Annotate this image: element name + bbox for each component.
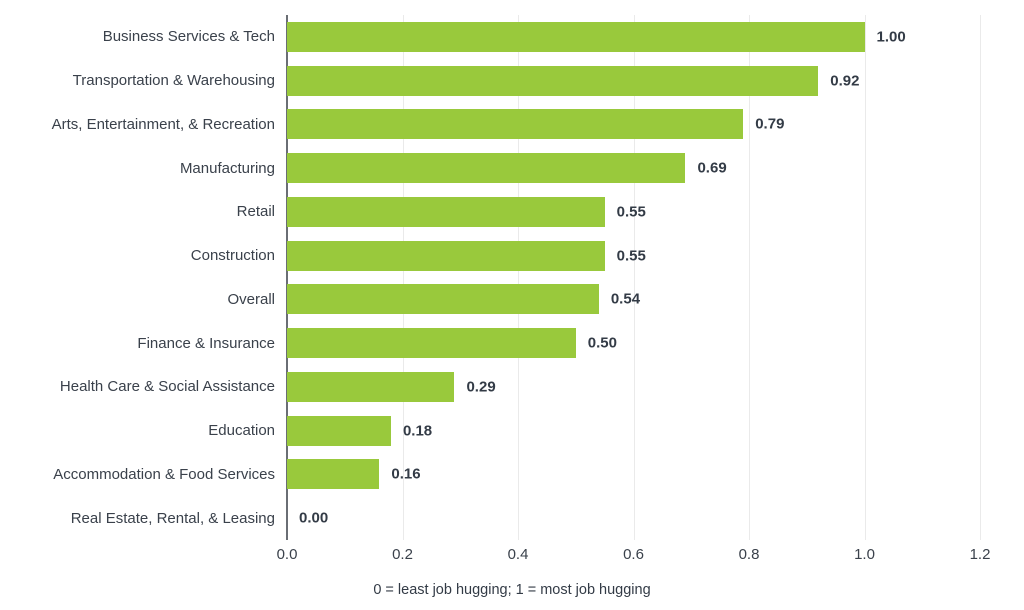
bar — [287, 65, 819, 96]
value-label: 0.50 — [587, 334, 617, 352]
category-label: Arts, Entertainment, & Recreation — [51, 115, 275, 133]
y-axis-line — [286, 15, 288, 540]
chart-row: Health Care & Social Assistance 0.29 — [0, 365, 1024, 409]
bar-track: 0.69 — [287, 153, 980, 184]
x-tick-label: 0.0 — [276, 546, 298, 563]
category-label: Transportation & Warehousing — [72, 72, 275, 90]
chart-row: Manufacturing 0.69 — [0, 146, 1024, 190]
x-tick-label: 0.8 — [738, 546, 760, 563]
x-tick-label: 0.2 — [392, 546, 413, 563]
x-tick-label: 1.0 — [854, 546, 875, 563]
category-label: Retail — [236, 203, 275, 221]
value-label: 0.00 — [299, 509, 329, 527]
bar — [287, 109, 744, 140]
chart-row: Business Services & Tech 1.00 — [0, 15, 1024, 59]
category-label: Accommodation & Food Services — [53, 465, 275, 483]
gridline — [633, 15, 635, 540]
bar — [287, 371, 455, 402]
chart-row: Arts, Entertainment, & Recreation 0.79 — [0, 103, 1024, 147]
bar-track: 0.54 — [287, 284, 980, 315]
bar — [287, 284, 599, 315]
category-label: Construction — [190, 247, 275, 265]
bar-track: 1.00 — [287, 21, 980, 52]
chart-row: Real Estate, Rental, & Leasing 0.00 — [0, 496, 1024, 540]
bar-track: 0.92 — [287, 65, 980, 96]
x-tick-label: 1.2 — [969, 546, 991, 563]
value-label: 1.00 — [876, 28, 906, 46]
plot-area — [286, 15, 981, 540]
category-label: Manufacturing — [179, 159, 275, 177]
bar-track: 0.79 — [287, 109, 980, 140]
gridline — [518, 15, 519, 540]
x-tick-label: 0.6 — [623, 546, 644, 563]
value-label: 0.18 — [402, 422, 433, 440]
chart-row: Construction 0.55 — [0, 234, 1024, 278]
category-label: Overall — [227, 290, 275, 308]
bar — [287, 240, 605, 271]
bar — [287, 196, 605, 227]
category-label: Health Care & Social Assistance — [59, 378, 275, 396]
bar-track: 0.18 — [287, 415, 980, 446]
bar — [287, 21, 865, 52]
gridline — [402, 15, 404, 540]
category-label: Real Estate, Rental, & Leasing — [70, 509, 275, 527]
x-tick-label: 0.4 — [507, 546, 529, 563]
x-axis-caption: 0 = least job hugging; 1 = most job hugg… — [373, 582, 651, 598]
value-label: 0.54 — [610, 290, 641, 308]
bar-track: 0.55 — [287, 196, 980, 227]
chart-row: Overall 0.54 — [0, 278, 1024, 322]
bar — [287, 153, 686, 184]
value-label: 0.79 — [755, 115, 785, 133]
chart-row: Retail 0.55 — [0, 190, 1024, 234]
value-label: 0.16 — [391, 465, 421, 483]
chart-row: Accommodation & Food Services 0.16 — [0, 453, 1024, 497]
value-label: 0.55 — [616, 247, 646, 265]
bar-track: 0.16 — [287, 459, 980, 490]
chart-row: Transportation & Warehousing 0.92 — [0, 59, 1024, 103]
bar — [287, 415, 391, 446]
bar-track: 0.50 — [287, 328, 980, 359]
bar-track: 0.00 — [287, 503, 980, 533]
value-label: 0.55 — [616, 203, 646, 221]
gridline — [749, 15, 750, 540]
category-label: Business Services & Tech — [102, 28, 275, 46]
bars-container: Business Services & Tech 1.00 Transportati… — [0, 15, 1024, 540]
bar — [287, 328, 576, 359]
bar-track: 0.55 — [287, 240, 980, 271]
gridline — [864, 15, 866, 540]
category-label: Finance & Insurance — [137, 334, 275, 352]
value-label: 0.92 — [830, 72, 860, 90]
gridline — [980, 15, 981, 540]
bar-track: 0.29 — [287, 371, 980, 402]
x-axis-ticks: 0.0 0.2 0.4 0.6 0.8 1.0 1.2 — [277, 546, 991, 566]
chart-row: Education 0.18 — [0, 409, 1024, 453]
bar — [287, 459, 380, 490]
category-label: Education — [208, 422, 275, 440]
value-label: 0.29 — [466, 378, 496, 396]
chart-row: Finance & Insurance 0.50 — [0, 321, 1024, 365]
value-label: 0.69 — [697, 159, 727, 177]
